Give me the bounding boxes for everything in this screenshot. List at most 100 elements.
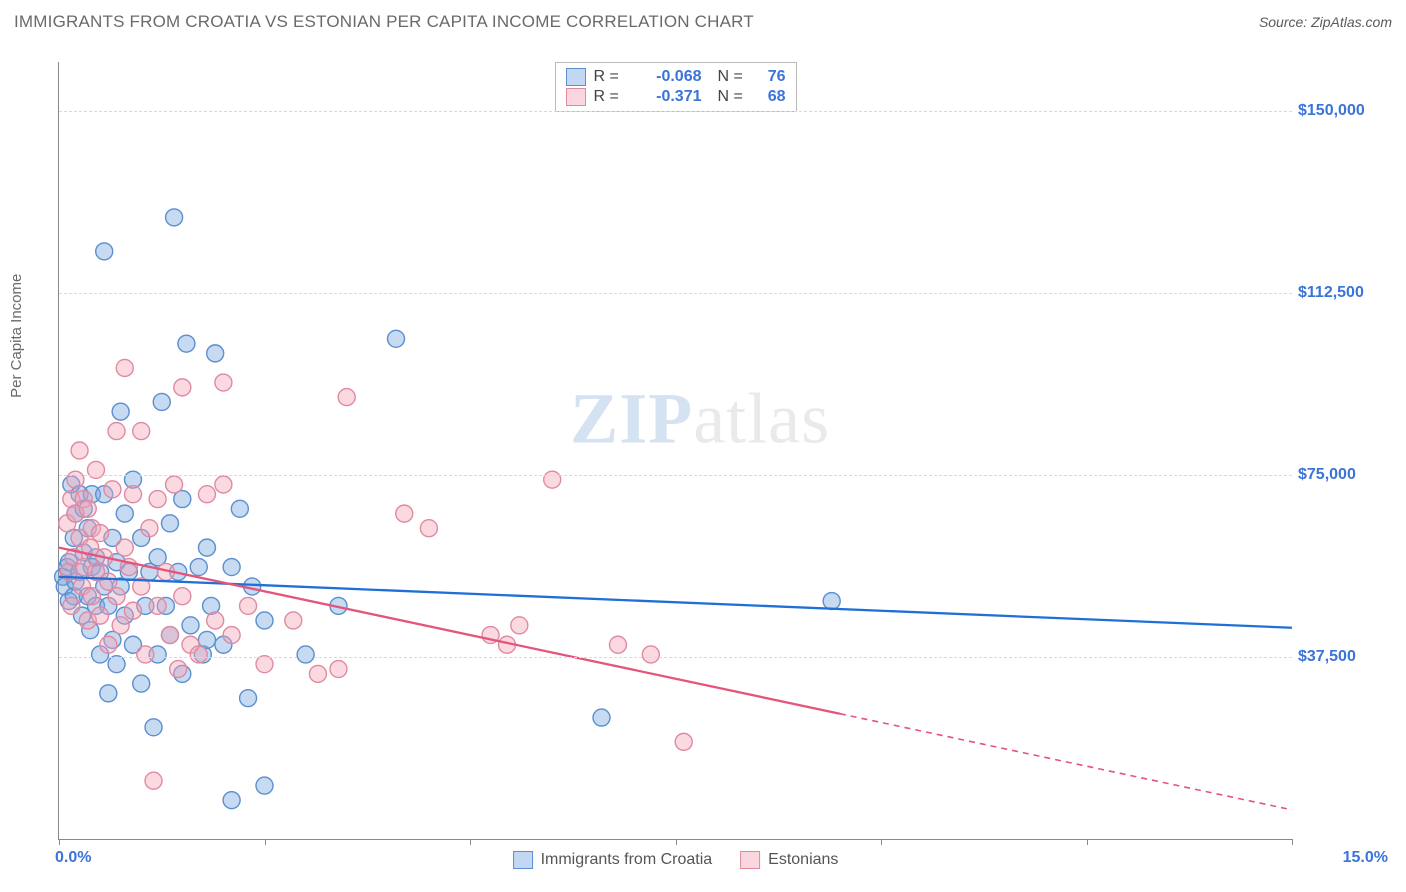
y-axis-label: Per Capita Income xyxy=(8,274,25,398)
scatter-point xyxy=(256,612,273,629)
scatter-point xyxy=(166,209,183,226)
scatter-point xyxy=(190,559,207,576)
scatter-point xyxy=(92,525,109,542)
scatter-point xyxy=(338,389,355,406)
scatter-point xyxy=(133,675,150,692)
scatter-point xyxy=(87,461,104,478)
scatter-point xyxy=(174,379,191,396)
scatter-point xyxy=(190,646,207,663)
legend-label-croatia: Immigrants from Croatia xyxy=(541,851,713,869)
scatter-point xyxy=(112,617,129,634)
x-tickmark xyxy=(881,839,882,845)
scatter-point xyxy=(92,607,109,624)
x-tickmark xyxy=(470,839,471,845)
scatter-point xyxy=(182,617,199,634)
gridline xyxy=(59,111,1292,112)
plot-area: ZIPatlas R = -0.068 N = 76 R = -0.371 N … xyxy=(58,62,1292,840)
scatter-point xyxy=(100,685,117,702)
scatter-point xyxy=(166,476,183,493)
scatter-point xyxy=(83,588,100,605)
x-tickmark xyxy=(59,839,60,845)
scatter-point xyxy=(642,646,659,663)
gridline xyxy=(59,475,1292,476)
scatter-point xyxy=(223,627,240,644)
legend-item-estonians: Estonians xyxy=(740,851,838,869)
y-tick-label: $150,000 xyxy=(1298,102,1388,120)
scatter-point xyxy=(240,597,257,614)
y-tick-label: $75,000 xyxy=(1298,466,1388,484)
scatter-point xyxy=(67,471,84,488)
scatter-point xyxy=(675,733,692,750)
y-tick-label: $112,500 xyxy=(1298,284,1388,302)
scatter-point xyxy=(137,646,154,663)
scatter-point xyxy=(71,442,88,459)
gridline xyxy=(59,657,1292,658)
scatter-point xyxy=(396,505,413,522)
scatter-point xyxy=(420,520,437,537)
scatter-point xyxy=(207,612,224,629)
scatter-point xyxy=(215,374,232,391)
scatter-point xyxy=(544,471,561,488)
scatter-point xyxy=(388,330,405,347)
scatter-point xyxy=(207,345,224,362)
chart-source: Source: ZipAtlas.com xyxy=(1259,14,1392,30)
scatter-point xyxy=(161,515,178,532)
chart-area: Per Capita Income ZIPatlas R = -0.068 N … xyxy=(14,42,1392,878)
x-tickmark xyxy=(1087,839,1088,845)
x-tick-label-right: 15.0% xyxy=(1343,849,1388,867)
scatter-point xyxy=(223,559,240,576)
x-tickmark xyxy=(1292,839,1293,845)
scatter-point xyxy=(174,588,191,605)
scatter-point xyxy=(96,243,113,260)
scatter-point xyxy=(823,593,840,610)
scatter-point xyxy=(511,617,528,634)
scatter-point xyxy=(141,520,158,537)
scatter-point xyxy=(170,661,187,678)
scatter-point xyxy=(145,719,162,736)
scatter-point xyxy=(108,588,125,605)
scatter-point xyxy=(231,500,248,517)
legend-label-estonians: Estonians xyxy=(768,851,838,869)
regression-line-dashed xyxy=(840,714,1292,810)
scatter-point xyxy=(223,792,240,809)
scatter-point xyxy=(145,772,162,789)
scatter-point xyxy=(256,656,273,673)
scatter-point xyxy=(100,636,117,653)
scatter-point xyxy=(124,486,141,503)
scatter-point xyxy=(256,777,273,794)
series-legend: Immigrants from Croatia Estonians xyxy=(513,851,839,869)
chart-header: IMMIGRANTS FROM CROATIA VS ESTONIAN PER … xyxy=(14,12,1392,32)
scatter-point xyxy=(178,335,195,352)
scatter-point xyxy=(198,486,215,503)
scatter-point xyxy=(116,359,133,376)
swatch-blue-icon xyxy=(513,851,533,869)
scatter-point xyxy=(297,646,314,663)
y-tick-label: $37,500 xyxy=(1298,648,1388,666)
scatter-point xyxy=(79,500,96,517)
scatter-point xyxy=(215,476,232,493)
scatter-point xyxy=(112,403,129,420)
gridline xyxy=(59,293,1292,294)
legend-item-croatia: Immigrants from Croatia xyxy=(513,851,713,869)
chart-title: IMMIGRANTS FROM CROATIA VS ESTONIAN PER … xyxy=(14,12,754,32)
swatch-pink-icon xyxy=(740,851,760,869)
scatter-point xyxy=(124,602,141,619)
x-tickmark xyxy=(265,839,266,845)
scatter-point xyxy=(149,491,166,508)
scatter-point xyxy=(153,393,170,410)
x-tickmark xyxy=(676,839,677,845)
scatter-point xyxy=(240,690,257,707)
scatter-point xyxy=(108,423,125,440)
x-tick-label-left: 0.0% xyxy=(55,849,91,867)
scatter-point xyxy=(198,539,215,556)
scatter-point xyxy=(161,627,178,644)
scatter-point xyxy=(116,505,133,522)
scatter-point xyxy=(108,656,125,673)
scatter-point xyxy=(609,636,626,653)
scatter-point xyxy=(63,597,80,614)
scatter-point xyxy=(133,423,150,440)
scatter-point xyxy=(285,612,302,629)
plot-svg xyxy=(59,62,1292,839)
scatter-point xyxy=(593,709,610,726)
scatter-point xyxy=(149,597,166,614)
